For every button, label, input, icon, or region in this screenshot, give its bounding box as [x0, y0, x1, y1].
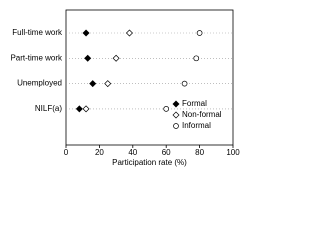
x-tick-label: 80 — [195, 148, 204, 157]
dot-marker — [82, 29, 90, 37]
legend-marker — [172, 100, 180, 108]
x-tick-label: 100 — [226, 148, 240, 157]
x-tick-label: 0 — [64, 148, 69, 157]
x-axis-label: Participation rate (%) — [112, 158, 187, 167]
dot-marker — [75, 105, 83, 113]
legend-label: Non-formal — [182, 110, 222, 119]
dot-marker — [196, 30, 203, 36]
y-tick-label: Full-time work — [12, 28, 63, 37]
legend-label: Formal — [182, 99, 207, 108]
legend-marker — [172, 111, 180, 119]
dot-marker — [125, 29, 133, 37]
dot-marker — [112, 54, 120, 62]
y-tick-label: NILF(a) — [35, 104, 62, 113]
chart: Participation rate (%) 0 20 40 60 80 100 Full-… — [10, 9, 240, 167]
dot-marker — [89, 80, 97, 88]
dot-marker — [104, 80, 112, 88]
x-tick-label: 60 — [162, 148, 171, 157]
dot-marker — [84, 54, 92, 62]
y-tick-label: Part-time work — [10, 53, 63, 62]
legend-label: Informal — [182, 121, 211, 130]
dot-marker — [193, 55, 200, 62]
dot-marker — [181, 80, 188, 87]
y-tick-label: Unemployed — [17, 79, 62, 88]
x-tick-label: 20 — [95, 148, 104, 157]
dot-marker — [163, 106, 170, 112]
legend-marker — [173, 123, 179, 129]
plot-frame — [65, 9, 234, 146]
x-tick-label: 40 — [128, 148, 137, 157]
dot-marker — [82, 105, 90, 113]
